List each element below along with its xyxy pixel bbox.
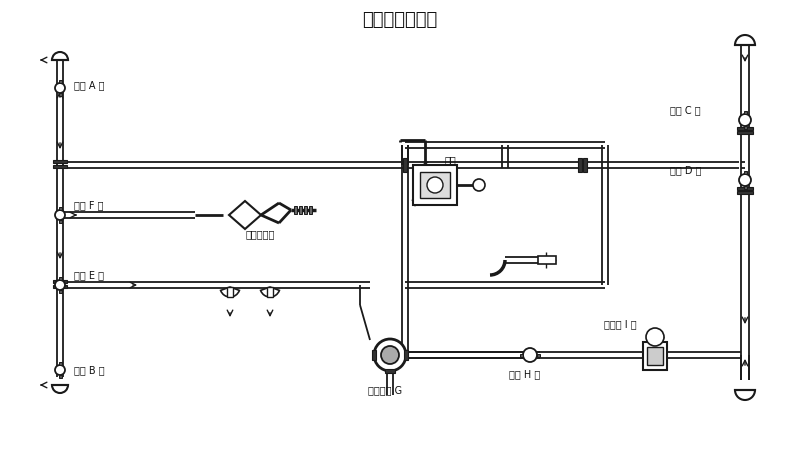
Text: 球阀 C 开: 球阀 C 开 [670, 105, 701, 115]
Bar [58, 93, 62, 96]
Circle shape [374, 339, 406, 371]
Text: 消防栓 I 关: 消防栓 I 关 [604, 319, 636, 329]
Wedge shape [735, 35, 755, 45]
Bar [404, 350, 408, 360]
Bar [737, 126, 753, 130]
Circle shape [739, 114, 751, 126]
Text: 球阀 D 开: 球阀 D 开 [670, 165, 702, 175]
Bar [737, 130, 753, 134]
Text: 洒水炮出口: 洒水炮出口 [246, 229, 274, 239]
Circle shape [55, 280, 65, 290]
Bar [737, 190, 753, 194]
Text: 三通球阀 G: 三通球阀 G [368, 385, 402, 395]
Text: 球阀 E 开: 球阀 E 开 [74, 270, 104, 280]
Polygon shape [229, 201, 261, 229]
Bar [53, 159, 67, 162]
Bar [309, 206, 312, 214]
Bar [743, 171, 746, 174]
Bar [299, 206, 302, 214]
Text: 球阀 A 开: 球阀 A 开 [74, 80, 105, 90]
Bar [58, 277, 62, 280]
Text: 球阀 F 关: 球阀 F 关 [74, 200, 103, 210]
Bar [647, 347, 663, 365]
Bar [372, 350, 376, 360]
Bar [537, 354, 540, 356]
Wedge shape [52, 385, 68, 393]
Bar [420, 172, 450, 198]
Bar [743, 186, 746, 189]
Bar [743, 111, 746, 114]
Wedge shape [221, 287, 239, 297]
Circle shape [55, 365, 65, 375]
Wedge shape [52, 52, 68, 60]
Bar [53, 284, 67, 288]
Bar [578, 158, 582, 172]
Bar [583, 158, 587, 172]
Text: 球阀 B 开: 球阀 B 开 [74, 365, 105, 375]
Text: 洒水、浇灌花木: 洒水、浇灌花木 [362, 11, 438, 29]
Bar [58, 80, 62, 83]
Bar [743, 126, 746, 129]
Circle shape [646, 328, 664, 346]
Circle shape [381, 346, 399, 364]
Bar [58, 290, 62, 293]
Bar [304, 206, 307, 214]
Circle shape [427, 177, 443, 193]
Bar [413, 165, 457, 205]
Bar [227, 287, 233, 297]
Bar [294, 206, 297, 214]
Wedge shape [735, 390, 755, 400]
Circle shape [473, 179, 485, 191]
Bar [520, 354, 523, 356]
Circle shape [523, 348, 537, 362]
Bar [58, 375, 62, 378]
Bar [538, 256, 556, 264]
Bar [643, 342, 667, 370]
Wedge shape [261, 287, 279, 297]
Bar [58, 207, 62, 210]
Text: 球阀 H 关: 球阀 H 关 [510, 369, 541, 379]
Bar [58, 220, 62, 223]
Bar [53, 279, 67, 283]
Bar [385, 369, 395, 373]
Circle shape [739, 174, 751, 186]
Bar [53, 165, 67, 167]
Text: 水泵: 水泵 [445, 155, 457, 165]
Bar [267, 287, 273, 297]
Bar [403, 158, 407, 172]
Circle shape [55, 83, 65, 93]
Bar [737, 186, 753, 189]
Circle shape [55, 210, 65, 220]
Bar [58, 362, 62, 365]
